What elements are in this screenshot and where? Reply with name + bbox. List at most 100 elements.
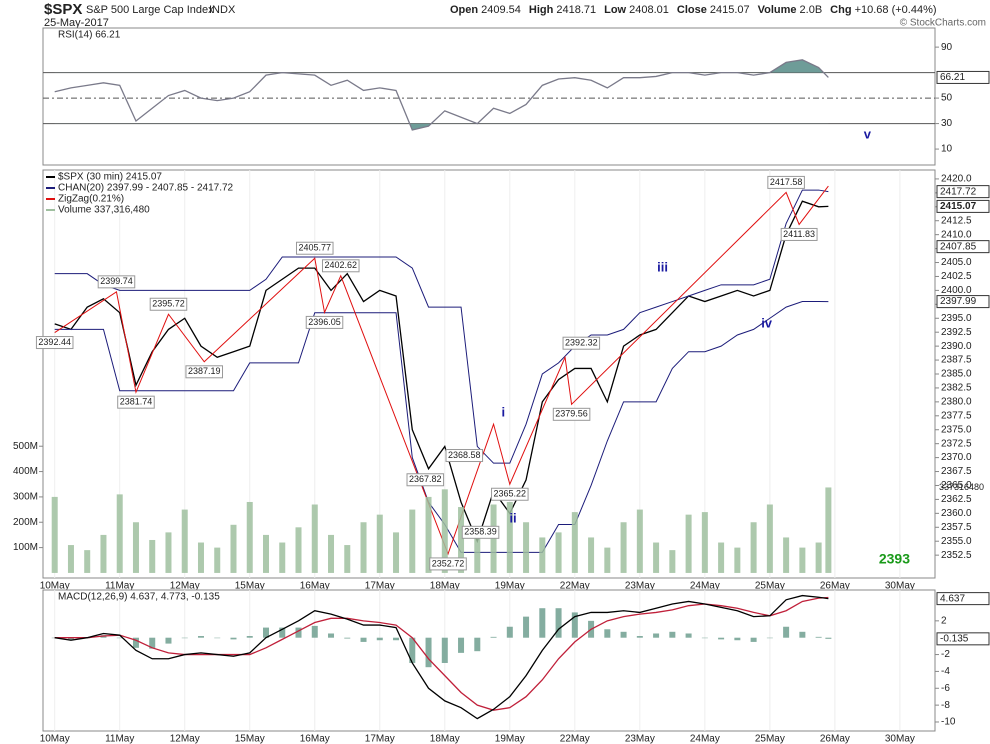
annotation-box (552, 407, 591, 421)
series-line (54, 59, 829, 131)
y-tick-label: 2390.0 (941, 341, 972, 352)
bar (263, 534, 269, 573)
bar (295, 527, 302, 573)
bar (51, 496, 58, 573)
bar (458, 507, 465, 573)
price-box (936, 185, 990, 199)
bar (149, 539, 156, 573)
bar (181, 637, 188, 639)
y-tick-label: -6 (941, 683, 950, 694)
bar (441, 489, 448, 573)
bar (506, 626, 513, 638)
price-box (936, 632, 990, 646)
bar (279, 542, 286, 573)
quote-value: 2408.01 (629, 4, 669, 16)
price-annotation: 2396.05 (308, 317, 341, 327)
bar (181, 509, 188, 573)
annotation-box (305, 315, 344, 329)
price-box (936, 592, 990, 606)
x-tick-label: 22May (560, 581, 590, 592)
bar (766, 504, 773, 573)
date: 25-May-2017 (44, 17, 109, 29)
price-box-label: -0.135 (940, 633, 969, 644)
bar (393, 637, 400, 641)
bar (328, 633, 335, 638)
x-tick-label: 18May (430, 581, 460, 592)
quote-value: 2415.07 (710, 4, 750, 16)
quote-value: +10.68 (+0.44%) (855, 4, 937, 16)
y-tick-label: 50 (941, 93, 953, 104)
bar (734, 547, 741, 573)
bar (474, 637, 481, 652)
bar (409, 637, 416, 663)
x-tick-label: 30May (885, 734, 915, 744)
price-annotation: 2399.74 (100, 276, 133, 286)
x-tick-label: 25May (755, 734, 785, 744)
price-annotation: 2365.22 (494, 489, 527, 499)
y-tick-label: 90 (941, 42, 953, 53)
x-tick-label: 12May (170, 581, 200, 592)
index-name: S&P 500 Large Cap Index (86, 4, 214, 16)
symbol: $SPX (44, 1, 82, 18)
bar (165, 532, 172, 573)
y-tick-label: 2360.0 (941, 508, 972, 519)
quote-value: 2409.54 (481, 4, 521, 16)
annotation-box (35, 336, 74, 350)
bar (571, 612, 578, 638)
series-line (54, 200, 829, 544)
panel-title: MACD(12,26,9) 4.637, 4.773, -0.135 (58, 592, 220, 603)
bar (555, 608, 562, 638)
y2-tick-label: 400M (13, 466, 38, 477)
x-tick-label: 19May (495, 734, 525, 744)
bar (718, 542, 725, 573)
bar (620, 522, 627, 573)
annotation-box (429, 557, 467, 571)
wave-label: i (501, 404, 505, 419)
bar (701, 637, 708, 639)
y-tick-label: 2372.5 (941, 438, 972, 449)
series-line (54, 594, 829, 720)
y-tick-label: 2352.5 (941, 550, 972, 561)
price-box-label: 2415.07 (940, 201, 977, 212)
quote-value: 2.0B (800, 4, 823, 16)
y-tick-label: 2377.5 (941, 410, 972, 421)
legend-entry: CHAN(20) 2397.99 - 2407.85 - 2417.72 (58, 183, 234, 194)
bar (425, 496, 432, 573)
rsi-fill (769, 59, 824, 73)
price-box-label: 2407.85 (940, 241, 977, 252)
x-tick-label: 30May (885, 581, 915, 592)
note: 2393 (879, 551, 910, 567)
price-box-label: 2397.99 (940, 296, 977, 307)
bar (701, 512, 708, 573)
quote-label: High (529, 4, 554, 16)
x-tick-label: 26May (820, 581, 850, 592)
y2-tick-label: 300M (13, 492, 38, 503)
price-annotation: 2368.58 (448, 450, 481, 460)
quote-label: Chg (830, 4, 851, 16)
bar (393, 532, 400, 573)
y-tick-label: 2365.0 (941, 480, 972, 491)
y2-tick-label: 100M (13, 542, 38, 553)
price-box (936, 240, 990, 254)
y-tick-label: 2402.5 (941, 271, 972, 282)
y-tick-label: 2410.0 (941, 229, 972, 240)
y2-tick-label: 500M (13, 441, 38, 452)
bar (344, 545, 351, 573)
bar (165, 637, 172, 644)
rsi-fill (409, 123, 432, 130)
bar (246, 636, 253, 638)
y-tick-label: 2355.0 (941, 536, 972, 547)
y-tick-label: 2412.5 (941, 215, 972, 226)
annotation-box (767, 175, 805, 189)
bar (734, 637, 741, 641)
bar (295, 627, 302, 638)
quote-label: Open (450, 4, 478, 16)
price-annotation: 2379.56 (555, 409, 588, 419)
bar (214, 637, 221, 639)
bar (604, 547, 611, 573)
bar (197, 542, 204, 573)
bar (149, 637, 156, 649)
annotation-box (97, 275, 136, 289)
wave-label: ii (509, 510, 516, 525)
x-tick-label: 25May (755, 581, 785, 592)
